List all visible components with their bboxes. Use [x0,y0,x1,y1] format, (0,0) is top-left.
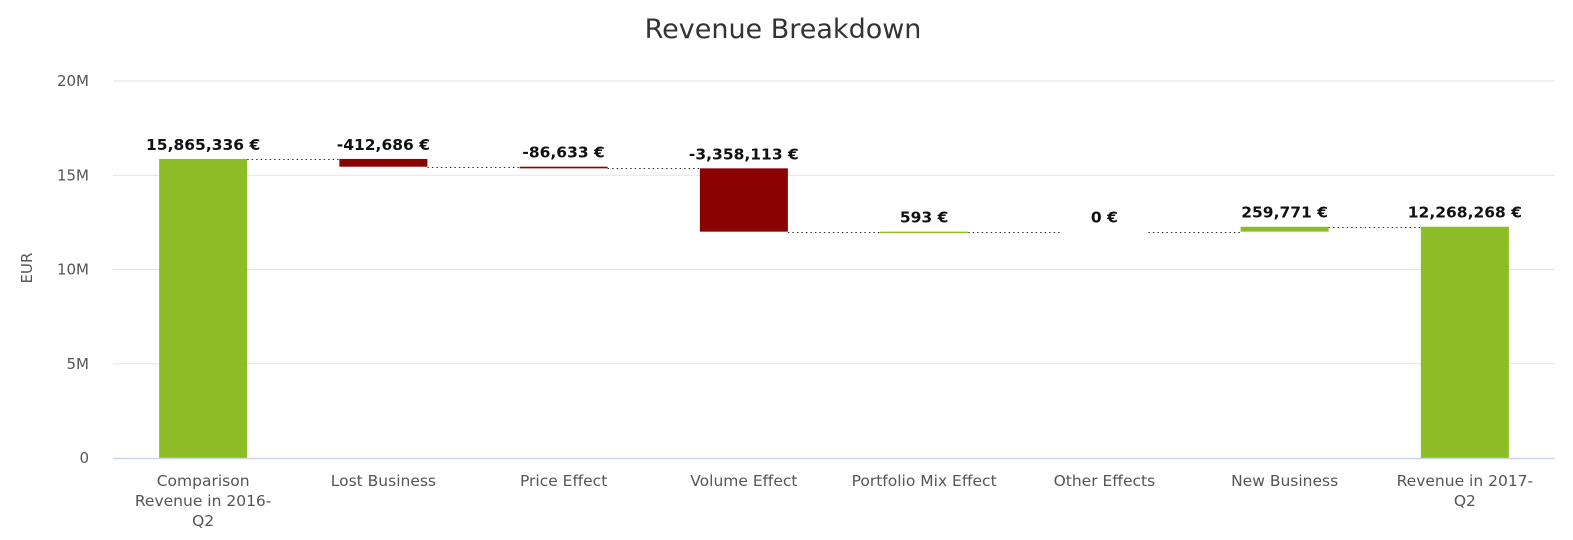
bar-4 [880,231,969,234]
y-tick-label: 10M [57,261,89,279]
data-label: -86,633 € [522,144,604,162]
data-label: 12,268,268 € [1408,204,1522,222]
y-tick-label: 0 [79,449,89,467]
x-tick-label: Portfolio Mix Effect [852,472,997,490]
bar-0 [159,158,248,458]
y-tick-label: 5M [67,355,90,373]
x-tick-line: Other Effects [1054,472,1156,490]
x-tick-label: Volume Effect [690,472,797,490]
axes: 0 5M 10M 15M 20M Comparison Revenue in 2016- Q2… [57,72,1555,530]
x-tick-line: Volume Effect [690,472,797,490]
x-tick-line: Q2 [1454,492,1476,510]
x-tick-line: Lost Business [331,472,436,490]
data-labels: 15,865,336 € -412,686 € -86,633 € -3,358,11… [146,136,1522,227]
x-tick-line: Comparison [157,472,250,490]
bars [159,158,1509,458]
x-tick-line: Revenue in 2017- [1397,472,1534,490]
data-label: 15,865,336 € [146,136,260,154]
grid-lines [113,80,1555,365]
y-tick-label: 20M [57,72,89,90]
bar-1 [339,158,428,167]
data-label: -412,686 € [337,136,430,154]
x-tick-label: Other Effects [1054,472,1156,490]
bar-7 [1420,226,1509,458]
data-label: -3,358,113 € [689,145,799,163]
y-tick-label: 15M [57,166,89,184]
x-tick-line: New Business [1231,472,1338,490]
chart-title: Revenue Breakdown [645,14,922,45]
x-tick-label: Revenue in 2017- Q2 [1397,472,1534,510]
x-tick-line: Portfolio Mix Effect [852,472,997,490]
data-label: 0 € [1091,209,1118,227]
data-label: 593 € [900,209,949,227]
x-tick-line: Q2 [192,512,214,530]
bar-2 [519,166,608,169]
bar-6 [1240,226,1329,232]
x-tick-label: Comparison Revenue in 2016- Q2 [135,472,272,530]
connector-lines [247,159,1421,233]
x-tick-label: Lost Business [331,472,436,490]
x-tick-label: New Business [1231,472,1338,490]
data-label: 259,771 € [1241,204,1328,222]
y-axis-title: EUR [18,253,36,284]
bar-3 [699,168,788,232]
x-tick-line: Price Effect [520,472,607,490]
x-tick-line: Revenue in 2016- [135,492,272,510]
x-tick-label: Price Effect [520,472,607,490]
